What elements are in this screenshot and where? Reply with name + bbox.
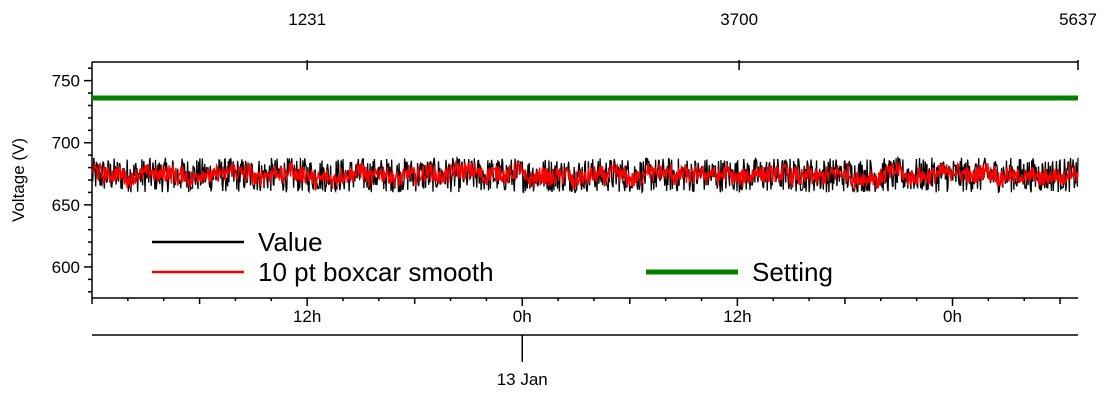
time-tick-label: 0h (513, 307, 532, 326)
time-tick-label: 12h (723, 307, 751, 326)
y-axis-label: Voltage (V) (9, 138, 28, 222)
time-axis-ticks: 12h 0h 12h 0h (91, 298, 1061, 326)
time-tick-label: 12h (293, 307, 321, 326)
y-tick-label: 700 (52, 134, 80, 153)
top-axis-tick-label: 3700 (720, 10, 758, 29)
y-ticks: 600 650 700 750 (52, 67, 92, 293)
series-value-line (91, 155, 1079, 195)
y-tick-label: 600 (52, 258, 80, 277)
date-tick-label: 13 Jan (497, 370, 548, 389)
series-smooth-line (91, 159, 1079, 191)
y-tick-label: 750 (52, 72, 80, 91)
series-group (91, 95, 1079, 195)
legend-label-smooth: 10 pt boxcar smooth (258, 257, 494, 287)
date-axis-ticks: 13 Jan (497, 335, 548, 389)
legend-label-value: Value (258, 227, 323, 257)
top-axis-tick-label: 1231 (288, 10, 326, 29)
time-tick-label: 0h (943, 307, 962, 326)
y-tick-label: 650 (52, 196, 80, 215)
legend: Value 10 pt boxcar smooth Setting (152, 227, 833, 287)
legend-label-setting: Setting (752, 257, 833, 287)
top-axis-tick-label: 5637 (1059, 10, 1097, 29)
top-axis-ticks: 1231 3700 5637 (288, 10, 1097, 70)
